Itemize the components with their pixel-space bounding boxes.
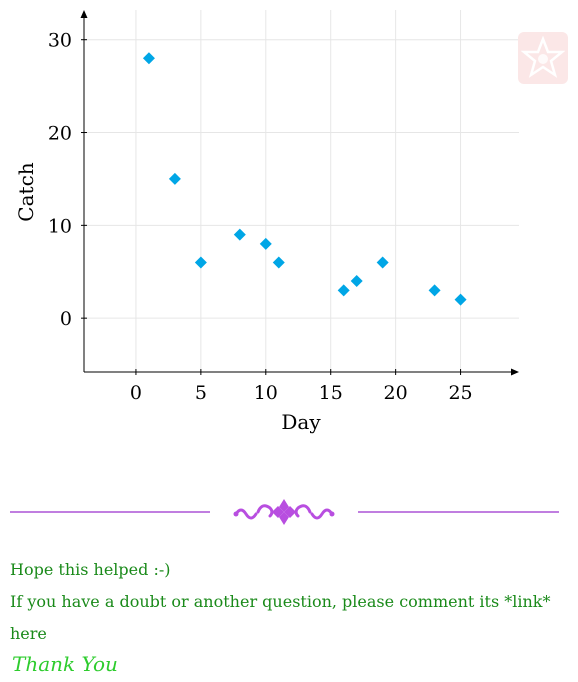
thank-you-text: Thank You <box>12 652 118 676</box>
data-point <box>376 256 389 269</box>
axes <box>80 10 519 376</box>
y-tick-labels: 0 10 20 30 <box>48 30 87 330</box>
footer-line-here: here <box>10 624 47 643</box>
stamp-watermark <box>518 32 568 84</box>
y-tick-label: 10 <box>48 215 72 237</box>
grid-lines <box>84 10 519 372</box>
footer-line-hope: Hope this helped :-) <box>10 560 171 579</box>
x-tick-label: 0 <box>130 382 142 404</box>
scatter-chart: 0 5 10 15 20 25 0 10 20 30 Day Catch <box>14 10 519 434</box>
data-point <box>233 228 246 241</box>
ornament-icon <box>233 499 335 525</box>
x-tick-label: 20 <box>384 382 408 404</box>
divider-right <box>358 511 559 513</box>
star-badge-icon <box>521 36 565 78</box>
y-axis-arrow <box>80 10 88 18</box>
y-tick-label: 20 <box>48 123 72 145</box>
data-point <box>350 275 363 288</box>
y-axis-label: Catch <box>14 162 38 221</box>
data-point <box>337 284 350 297</box>
x-axis-label: Day <box>281 410 321 434</box>
data-point <box>194 256 207 269</box>
data-points <box>142 52 467 306</box>
x-axis-arrow <box>511 368 519 376</box>
divider-left <box>10 511 210 513</box>
x-tick-label: 15 <box>319 382 343 404</box>
data-point <box>454 293 467 306</box>
data-point <box>428 284 441 297</box>
x-tick-label: 5 <box>195 382 207 404</box>
x-tick-labels: 0 5 10 15 20 25 <box>130 369 473 404</box>
y-tick-label: 30 <box>48 30 72 52</box>
x-tick-label: 10 <box>254 382 278 404</box>
x-tick-label: 25 <box>448 382 472 404</box>
footer-line-doubt: If you have a doubt or another question,… <box>10 592 551 611</box>
data-point <box>259 237 272 250</box>
data-point <box>142 52 155 65</box>
y-tick-label: 0 <box>60 308 72 330</box>
data-point <box>272 256 285 269</box>
data-point <box>168 172 181 185</box>
